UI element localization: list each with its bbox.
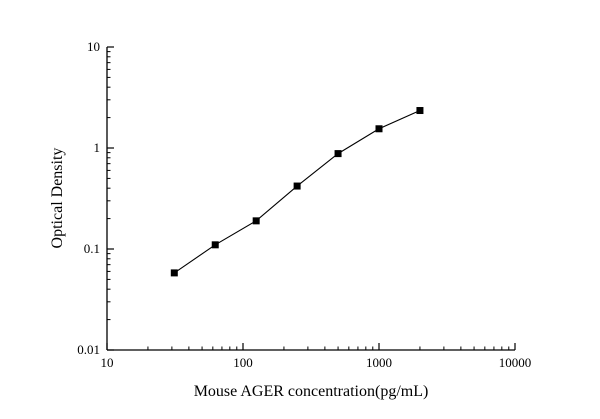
data-point bbox=[252, 217, 260, 225]
x-axis-label: Mouse AGER concentration(pg/mL) bbox=[194, 383, 429, 400]
y-tick-label: 0.01 bbox=[77, 342, 100, 357]
data-point bbox=[334, 150, 342, 158]
data-point bbox=[416, 107, 424, 115]
standard-curve-line bbox=[173, 110, 421, 274]
data-point bbox=[293, 182, 301, 190]
plot-area: 10 100 1000 10000 0.01 0.1 1 10 bbox=[77, 39, 531, 370]
data-point bbox=[170, 269, 178, 277]
y-tick-label: 0.1 bbox=[84, 241, 100, 256]
data-point bbox=[375, 125, 383, 133]
x-tick-label: 100 bbox=[233, 355, 253, 370]
data-point bbox=[211, 241, 219, 249]
y-tick-label: 10 bbox=[87, 39, 100, 54]
x-tick-label: 10 bbox=[101, 355, 114, 370]
x-tick-label: 1000 bbox=[366, 355, 392, 370]
y-axis-label: Optical Density bbox=[49, 148, 66, 249]
y-tick-label: 1 bbox=[94, 140, 101, 155]
x-tick-label: 10000 bbox=[499, 355, 532, 370]
